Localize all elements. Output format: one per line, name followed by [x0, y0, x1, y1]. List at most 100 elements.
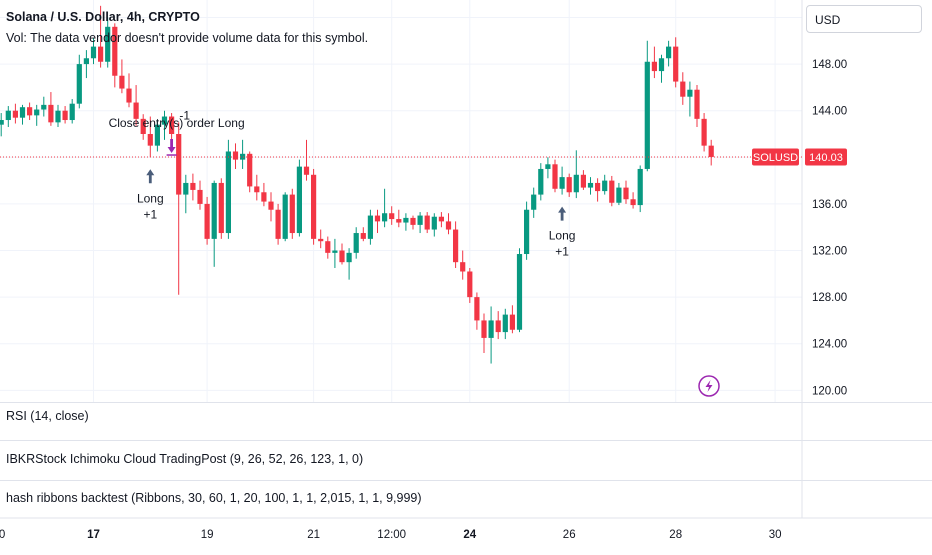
signal-label: -1	[179, 108, 190, 122]
candle	[311, 168, 317, 245]
candle	[5, 106, 11, 128]
candle	[41, 96, 47, 117]
candle	[48, 92, 54, 126]
candle	[225, 139, 231, 239]
candle	[112, 23, 118, 88]
ichimoku-pane-label[interactable]: IBKRStock Ichimoku Cloud TradingPost (9,…	[6, 452, 364, 466]
candle	[147, 116, 153, 158]
candle	[76, 54, 82, 109]
grid-lines	[0, 0, 802, 402]
candle	[644, 40, 650, 172]
candle	[261, 182, 267, 207]
candle	[417, 212, 423, 234]
hash-ribbons-pane-label[interactable]: hash ribbons backtest (Ribbons, 30, 60, …	[6, 491, 422, 505]
price-tick-label: 148.00	[812, 59, 847, 71]
candle	[623, 180, 629, 204]
candle	[232, 143, 239, 169]
candle	[438, 212, 444, 228]
trade-signal: Long +1	[137, 169, 164, 221]
long-arrow-icon	[558, 206, 567, 221]
candle	[488, 306, 494, 364]
price-tick-label: 136.00	[812, 199, 847, 211]
signal-label: Long	[137, 191, 164, 205]
candle	[69, 99, 75, 124]
candle	[587, 177, 594, 195]
candle	[0, 113, 4, 137]
candle	[240, 139, 246, 169]
signal-label: +1	[555, 245, 569, 259]
time-tick-label: 17	[87, 529, 100, 541]
trade-signal: -1	[179, 108, 190, 122]
candle	[481, 313, 487, 354]
candle	[119, 59, 125, 94]
candle	[410, 215, 416, 230]
candle	[453, 221, 459, 268]
candle	[516, 248, 523, 333]
candle	[105, 17, 111, 68]
currency-selector[interactable]: USD	[806, 5, 922, 33]
candle	[303, 139, 310, 181]
flash-icon[interactable]	[698, 375, 720, 397]
candle	[566, 173, 572, 197]
price-tick-label: 132.00	[812, 246, 847, 258]
candle	[595, 178, 601, 202]
candle	[254, 174, 260, 201]
candle	[580, 170, 586, 190]
candle	[509, 305, 515, 334]
price-tick-label: 120.00	[812, 385, 847, 397]
candle	[687, 81, 693, 117]
candle	[531, 187, 537, 218]
candle	[474, 292, 480, 330]
candle	[204, 196, 210, 245]
candle	[708, 139, 714, 166]
time-axis[interactable]: 2:00 17 19 21 12:00 24 26 28 30	[0, 529, 781, 541]
candle	[154, 120, 160, 152]
last-price-value: 140.03	[809, 152, 843, 164]
candle	[268, 192, 274, 222]
candle	[382, 188, 388, 228]
time-tick-label: 21	[307, 529, 320, 541]
pane-divider	[0, 402, 932, 403]
candle	[396, 209, 402, 228]
time-tick-label: 24	[463, 529, 476, 541]
candle	[62, 106, 68, 124]
candle	[90, 38, 97, 65]
candle	[346, 248, 352, 280]
candle	[445, 213, 452, 235]
candle	[55, 104, 61, 128]
candle	[190, 173, 196, 201]
candle	[169, 113, 175, 140]
candle	[289, 188, 295, 239]
candle	[666, 40, 672, 67]
candle	[197, 180, 203, 210]
price-tick-label: 144.00	[812, 106, 847, 118]
candle	[658, 54, 665, 83]
candle	[282, 192, 288, 242]
trade-signal: Close entry(s) order Long	[109, 116, 245, 156]
candle	[339, 243, 345, 265]
candle	[98, 5, 104, 68]
candle	[495, 311, 501, 340]
candle	[538, 163, 544, 201]
symbol-title: Solana / U.S. Dollar, 4h, CRYPTO	[6, 10, 200, 24]
candle	[403, 213, 409, 231]
candle	[651, 46, 657, 79]
candle	[673, 37, 679, 88]
candles	[0, 5, 714, 364]
candle	[637, 165, 643, 213]
candle	[126, 73, 132, 108]
candle	[27, 102, 33, 121]
rsi-pane-label[interactable]: RSI (14, close)	[6, 409, 89, 423]
candle	[545, 157, 551, 179]
candle	[502, 308, 508, 340]
candle	[140, 114, 146, 140]
candle	[183, 174, 189, 214]
last-price-tag: SOLUSD 140.03	[752, 148, 847, 166]
candle	[424, 212, 430, 234]
price-tick-label: 124.00	[812, 339, 847, 351]
last-price-symbol: SOLUSD	[753, 152, 798, 164]
price-axis[interactable]: 120.00124.00128.00132.00136.00140.00144.…	[812, 12, 847, 397]
signal-label: +1	[143, 207, 157, 221]
